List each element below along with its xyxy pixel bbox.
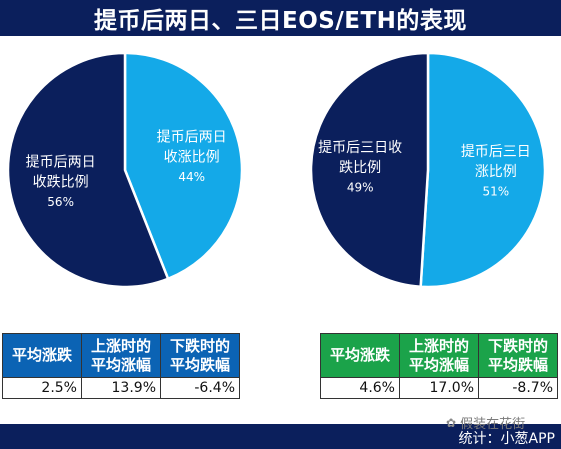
- pie-0-slice-0-label: 收涨比例: [164, 149, 220, 165]
- header-avg-gain: 上涨时的 平均涨幅: [399, 333, 479, 378]
- source-credit: 统计：小葱APP: [458, 431, 555, 447]
- pie-0-slice-1-label: 收跌比例: [33, 174, 89, 190]
- header-avg-loss: 下跌时的 平均跌幅: [478, 333, 558, 378]
- value-avg-loss: -6.4%: [160, 377, 240, 399]
- watermark: ✿ 假装在花街: [446, 413, 526, 433]
- stats-header-row: 平均涨跌 上涨时的 平均涨幅 下跌时的 平均跌幅: [320, 333, 558, 378]
- header-avg-change: 平均涨跌: [2, 333, 82, 378]
- pie-0-slice-0: [123, 51, 244, 281]
- header-avg-gain: 上涨时的 平均涨幅: [81, 333, 161, 378]
- pie-1-slice-1-label: 跌比例: [339, 160, 381, 176]
- value-avg-change: 2.5%: [2, 377, 82, 399]
- pie-0-slice-0-value-label: 44%: [178, 170, 205, 184]
- value-avg-gain: 17.0%: [399, 377, 479, 399]
- pie-1-slice-1: [309, 51, 430, 289]
- pie-0-slice-1: [6, 51, 170, 289]
- stats-table-two-day: 平均涨跌 上涨时的 平均涨幅 下跌时的 平均跌幅 2.5% 13.9% -6.4%: [2, 333, 240, 399]
- pie-0-slice-1-value-label: 56%: [47, 195, 74, 209]
- pie-1-slice-0-value-label: 51%: [482, 185, 509, 199]
- pie-1-slice-1-value-label: 49%: [347, 180, 374, 194]
- stats-header-row: 平均涨跌 上涨时的 平均涨幅 下跌时的 平均跌幅: [2, 333, 240, 378]
- footer-bar: [0, 424, 561, 449]
- pie-1-slice-0-label: 涨比例: [475, 164, 517, 180]
- title-bar: 提币后两日、三日EOS/ETH的表现: [0, 0, 561, 36]
- value-avg-change: 4.6%: [320, 377, 400, 399]
- value-avg-loss: -8.7%: [478, 377, 558, 399]
- pie-1-slice-0: [419, 51, 547, 289]
- watermark-text: 假装在花街: [460, 417, 526, 432]
- stats-table-three-day: 平均涨跌 上涨时的 平均涨幅 下跌时的 平均跌幅 4.6% 17.0% -8.7%: [320, 333, 558, 399]
- pie-charts: 提币后两日收涨比例44%提币后两日收跌比例56%提币后三日涨比例51%提币后三日…: [6, 51, 547, 289]
- pie-0-slice-0-label: 提币后两日: [157, 129, 227, 145]
- wechat-icon: ✿: [446, 415, 457, 430]
- header-avg-change: 平均涨跌: [320, 333, 400, 378]
- pie-0-slice-1-label: 提币后两日: [26, 154, 96, 170]
- value-avg-gain: 13.9%: [81, 377, 161, 399]
- stats-value-row: 4.6% 17.0% -8.7%: [320, 377, 558, 399]
- header-avg-loss: 下跌时的 平均跌幅: [160, 333, 240, 378]
- page-title: 提币后两日、三日EOS/ETH的表现: [94, 8, 467, 34]
- pie-1-slice-1-label: 提币后三日收: [318, 140, 402, 156]
- stats-value-row: 2.5% 13.9% -6.4%: [2, 377, 240, 399]
- pie-1-slice-0-label: 提币后三日: [461, 144, 531, 160]
